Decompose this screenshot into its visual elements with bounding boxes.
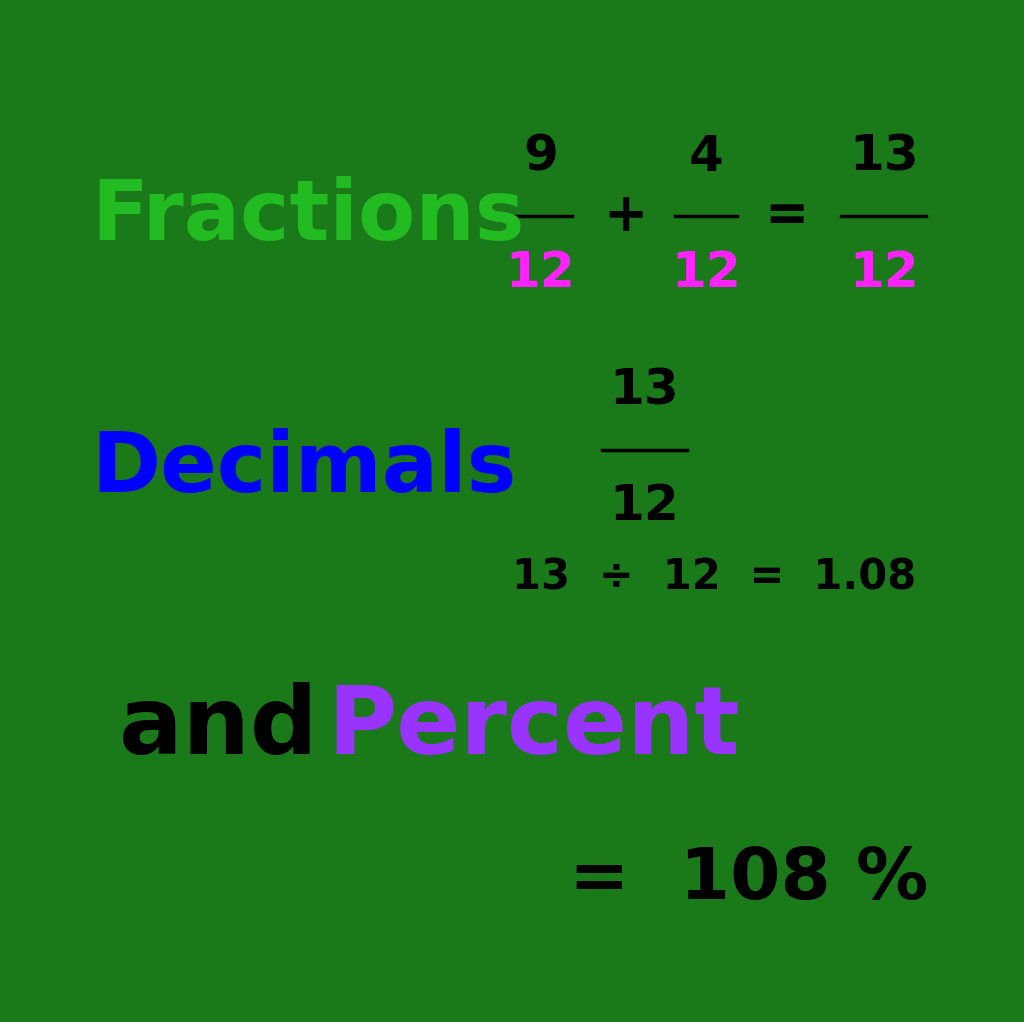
- Text: and: and: [120, 683, 317, 775]
- Text: +: +: [603, 190, 647, 242]
- Text: =  108 %: = 108 %: [568, 845, 928, 914]
- Text: 13  ÷  12  =  1.08: 13 ÷ 12 = 1.08: [512, 556, 916, 598]
- Text: 12: 12: [849, 249, 919, 297]
- Text: 9: 9: [523, 133, 558, 181]
- Text: 12: 12: [609, 482, 679, 530]
- Text: Fractions: Fractions: [91, 176, 524, 257]
- Text: 13: 13: [609, 366, 679, 414]
- Text: 12: 12: [671, 249, 740, 297]
- Text: Decimals: Decimals: [91, 428, 516, 509]
- Text: 4: 4: [688, 133, 723, 181]
- Text: 13: 13: [849, 133, 919, 181]
- Text: 12: 12: [506, 249, 575, 297]
- Text: Percent: Percent: [328, 683, 740, 775]
- Text: =: =: [764, 190, 809, 242]
